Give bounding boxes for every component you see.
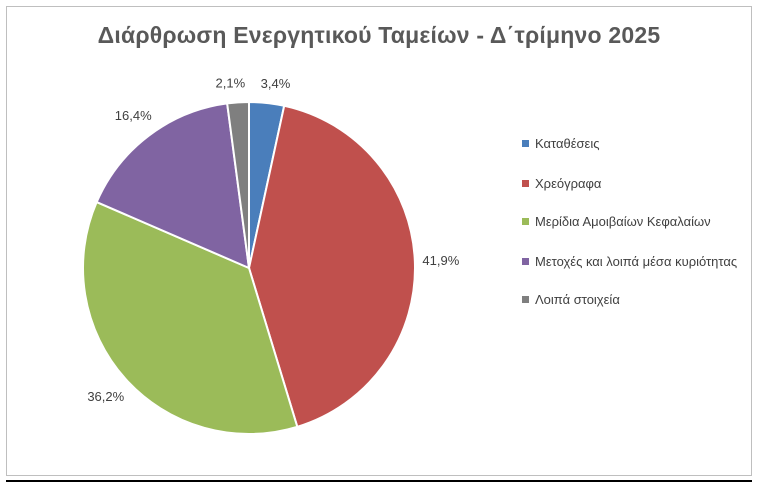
chart-title: Διάρθρωση Ενεργητικού Ταμείων - Δ΄τρίμην… (97, 22, 661, 48)
data-label-other: 2,1% (216, 75, 246, 90)
pie-slice-equities (95, 102, 251, 270)
legend-label: Χρεόγραφα (535, 176, 602, 191)
pie-slice-mutual-fund-units (82, 200, 299, 435)
legend-item-securities: Χρεόγραφα (522, 176, 740, 192)
legend-item-mutual-fund-units: Μερίδια Αμοιβαίων Κεφαλαίων (522, 214, 740, 230)
legend-item-other: Λοιπά στοιχεία (522, 292, 740, 308)
legend-swatch (522, 140, 529, 147)
pie-slice-other (226, 100, 250, 269)
legend-swatch (522, 296, 529, 303)
legend-label: Λοιπά στοιχεία (535, 292, 620, 307)
legend-item-equities: Μετοχές και λοιπά μέσα κυριότητας (522, 254, 740, 270)
data-label-deposits: 3,4% (261, 76, 291, 91)
legend-swatch (522, 180, 529, 187)
legend-swatch (522, 258, 529, 265)
bottom-divider (6, 480, 752, 482)
data-label-equities: 16,4% (115, 108, 152, 123)
legend-label: Μερίδια Αμοιβαίων Κεφαλαίων (535, 214, 711, 229)
legend-label: Καταθέσεις (535, 136, 600, 151)
legend-swatch (522, 218, 529, 225)
data-label-securities: 41,9% (422, 253, 459, 268)
legend-label: Μετοχές και λοιπά μέσα κυριότητας (535, 254, 738, 269)
pie-slice-securities (247, 104, 416, 429)
data-label-mutual-fund-units: 36,2% (87, 389, 124, 404)
legend-item-deposits: Καταθέσεις (522, 136, 740, 152)
